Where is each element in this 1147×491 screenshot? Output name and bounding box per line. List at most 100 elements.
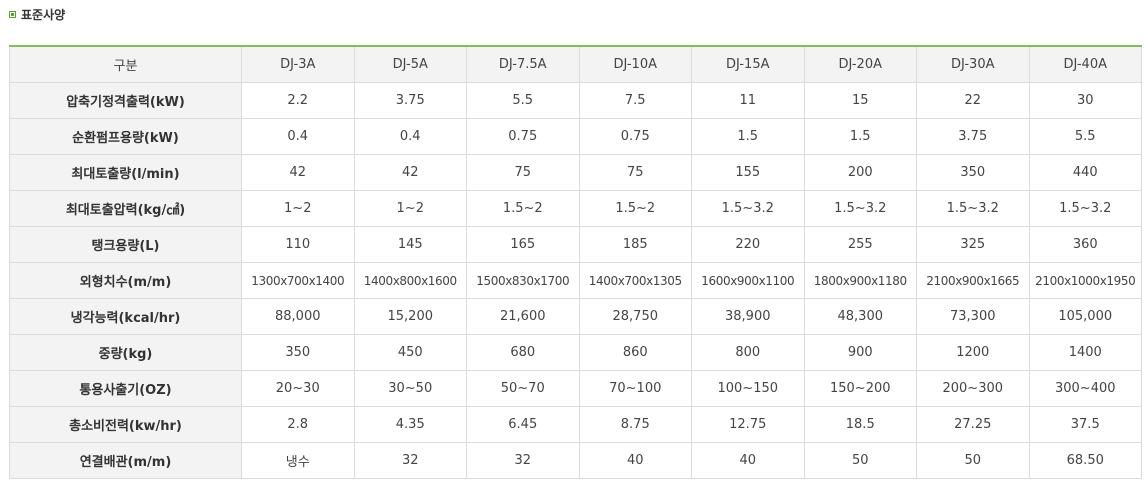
value-cell: 38,900 bbox=[691, 298, 805, 335]
value-cell: 21,600 bbox=[466, 298, 580, 335]
value-cell: 8.75 bbox=[578, 406, 692, 443]
value-cell: 0.4 bbox=[241, 118, 355, 155]
row-label-cell: 총소비전력(kw/hr) bbox=[9, 406, 242, 443]
row-label-cell: 중량(kg) bbox=[9, 334, 242, 371]
table-row: 최대토출압력(kg/㎠) 1~2 1~2 1.5~2 1.5~2 1.5~3.2 1.5~3… bbox=[9, 190, 1142, 227]
value-cell: 1400x800x1600 bbox=[353, 262, 467, 299]
row-label-cell: 순환펌프용량(kW) bbox=[9, 118, 242, 155]
table-row: 통용사출기(OZ) 20~30 30~50 50~70 70~100 100~150 150… bbox=[9, 370, 1142, 407]
value-cell: 1.5 bbox=[691, 118, 805, 155]
value-cell: 0.4 bbox=[353, 118, 467, 155]
row-label-cell: 외형치수(m/m) bbox=[9, 262, 242, 299]
value-cell: 1.5 bbox=[803, 118, 917, 155]
value-cell: 0.75 bbox=[578, 118, 692, 155]
value-cell: 75 bbox=[578, 154, 692, 191]
value-cell: 28,750 bbox=[578, 298, 692, 335]
value-cell: 11 bbox=[691, 82, 805, 119]
value-cell: 12.75 bbox=[691, 406, 805, 443]
value-cell: 22 bbox=[916, 82, 1030, 119]
value-cell: 42 bbox=[241, 154, 355, 191]
table-row: 압축기정격출력(kW) 2.2 3.75 5.5 7.5 11 15 22 30 bbox=[9, 82, 1142, 119]
value-cell: 860 bbox=[578, 334, 692, 371]
spec-table: 구분 DJ-3A DJ-5A DJ-7.5A DJ-10A DJ-15A DJ-… bbox=[9, 45, 1142, 479]
value-cell: 1.5~3.2 bbox=[803, 190, 917, 227]
value-cell: 5.5 bbox=[466, 82, 580, 119]
model-header-cell: DJ-30A bbox=[916, 45, 1030, 83]
value-cell: 680 bbox=[466, 334, 580, 371]
value-cell: 2100x900x1665 bbox=[916, 262, 1030, 299]
value-cell: 350 bbox=[916, 154, 1030, 191]
value-cell: 68.50 bbox=[1028, 442, 1142, 479]
table-row: 연결배관(m/m) 냉수 32 32 40 40 50 50 68.50 bbox=[9, 442, 1142, 479]
value-cell: 5.5 bbox=[1028, 118, 1142, 155]
value-cell: 2100x1000x1950 bbox=[1028, 262, 1142, 299]
value-cell: 1~2 bbox=[241, 190, 355, 227]
value-cell: 40 bbox=[578, 442, 692, 479]
value-cell: 1.5~2 bbox=[466, 190, 580, 227]
row-label-cell: 최대토출량(l/min) bbox=[9, 154, 242, 191]
row-label-cell: 냉각능력(kcal/hr) bbox=[9, 298, 242, 335]
header-label-cell: 구분 bbox=[9, 45, 242, 83]
row-label-cell: 연결배관(m/m) bbox=[9, 442, 242, 479]
value-cell: 15 bbox=[803, 82, 917, 119]
value-cell: 42 bbox=[353, 154, 467, 191]
value-cell: 155 bbox=[691, 154, 805, 191]
value-cell: 300~400 bbox=[1028, 370, 1142, 407]
value-cell: 900 bbox=[803, 334, 917, 371]
value-cell: 88,000 bbox=[241, 298, 355, 335]
value-cell: 50 bbox=[803, 442, 917, 479]
model-header-cell: DJ-5A bbox=[353, 45, 467, 83]
value-cell: 220 bbox=[691, 226, 805, 263]
value-cell: 105,000 bbox=[1028, 298, 1142, 335]
value-cell: 18.5 bbox=[803, 406, 917, 443]
value-cell: 1200 bbox=[916, 334, 1030, 371]
table-row: 총소비전력(kw/hr) 2.8 4.35 6.45 8.75 12.75 18.5 27.2… bbox=[9, 406, 1142, 443]
value-cell: 7.5 bbox=[578, 82, 692, 119]
value-cell: 37.5 bbox=[1028, 406, 1142, 443]
value-cell: 165 bbox=[466, 226, 580, 263]
value-cell: 1800x900x1180 bbox=[803, 262, 917, 299]
value-cell: 73,300 bbox=[916, 298, 1030, 335]
table-header-row: 구분 DJ-3A DJ-5A DJ-7.5A DJ-10A DJ-15A DJ-… bbox=[9, 45, 1142, 83]
value-cell: 15,200 bbox=[353, 298, 467, 335]
value-cell: 20~30 bbox=[241, 370, 355, 407]
value-cell: 2.2 bbox=[241, 82, 355, 119]
row-label-cell: 최대토출압력(kg/㎠) bbox=[9, 190, 242, 227]
value-cell: 200~300 bbox=[916, 370, 1030, 407]
value-cell: 4.35 bbox=[353, 406, 467, 443]
model-header-cell: DJ-3A bbox=[241, 45, 355, 83]
value-cell: 185 bbox=[578, 226, 692, 263]
value-cell: 2.8 bbox=[241, 406, 355, 443]
value-cell: 0.75 bbox=[466, 118, 580, 155]
table-row: 외형치수(m/m) 1300x700x1400 1400x800x1600 1500x… bbox=[9, 262, 1142, 299]
value-cell: 800 bbox=[691, 334, 805, 371]
value-cell: 1400 bbox=[1028, 334, 1142, 371]
table-row: 냉각능력(kcal/hr) 88,000 15,200 21,600 28,750 38,… bbox=[9, 298, 1142, 335]
table-row: 탱크용량(L) 110 145 165 185 220 255 325 360 bbox=[9, 226, 1142, 263]
model-header-cell: DJ-10A bbox=[578, 45, 692, 83]
value-cell: 30 bbox=[1028, 82, 1142, 119]
value-cell: 1.5~3.2 bbox=[916, 190, 1030, 227]
model-header-cell: DJ-15A bbox=[691, 45, 805, 83]
section-heading: 표준사양 bbox=[9, 6, 65, 22]
value-cell: 1400x700x1305 bbox=[578, 262, 692, 299]
value-cell: 440 bbox=[1028, 154, 1142, 191]
value-cell: 450 bbox=[353, 334, 467, 371]
value-cell: 1.5~3.2 bbox=[691, 190, 805, 227]
value-cell: 1~2 bbox=[353, 190, 467, 227]
value-cell: 1500x830x1700 bbox=[466, 262, 580, 299]
value-cell: 350 bbox=[241, 334, 355, 371]
model-header-cell: DJ-7.5A bbox=[466, 45, 580, 83]
value-cell: 50~70 bbox=[466, 370, 580, 407]
value-cell: 100~150 bbox=[691, 370, 805, 407]
section-title-text: 표준사양 bbox=[21, 7, 66, 22]
table-body: 압축기정격출력(kW) 2.2 3.75 5.5 7.5 11 15 22 30 순환펌프용량(k… bbox=[9, 82, 1142, 479]
row-label-cell: 통용사출기(OZ) bbox=[9, 370, 242, 407]
value-cell: 200 bbox=[803, 154, 917, 191]
value-cell: 1600x900x1100 bbox=[691, 262, 805, 299]
value-cell: 냉수 bbox=[241, 442, 355, 479]
value-cell: 50 bbox=[916, 442, 1030, 479]
value-cell: 48,300 bbox=[803, 298, 917, 335]
value-cell: 3.75 bbox=[353, 82, 467, 119]
value-cell: 1.5~2 bbox=[578, 190, 692, 227]
